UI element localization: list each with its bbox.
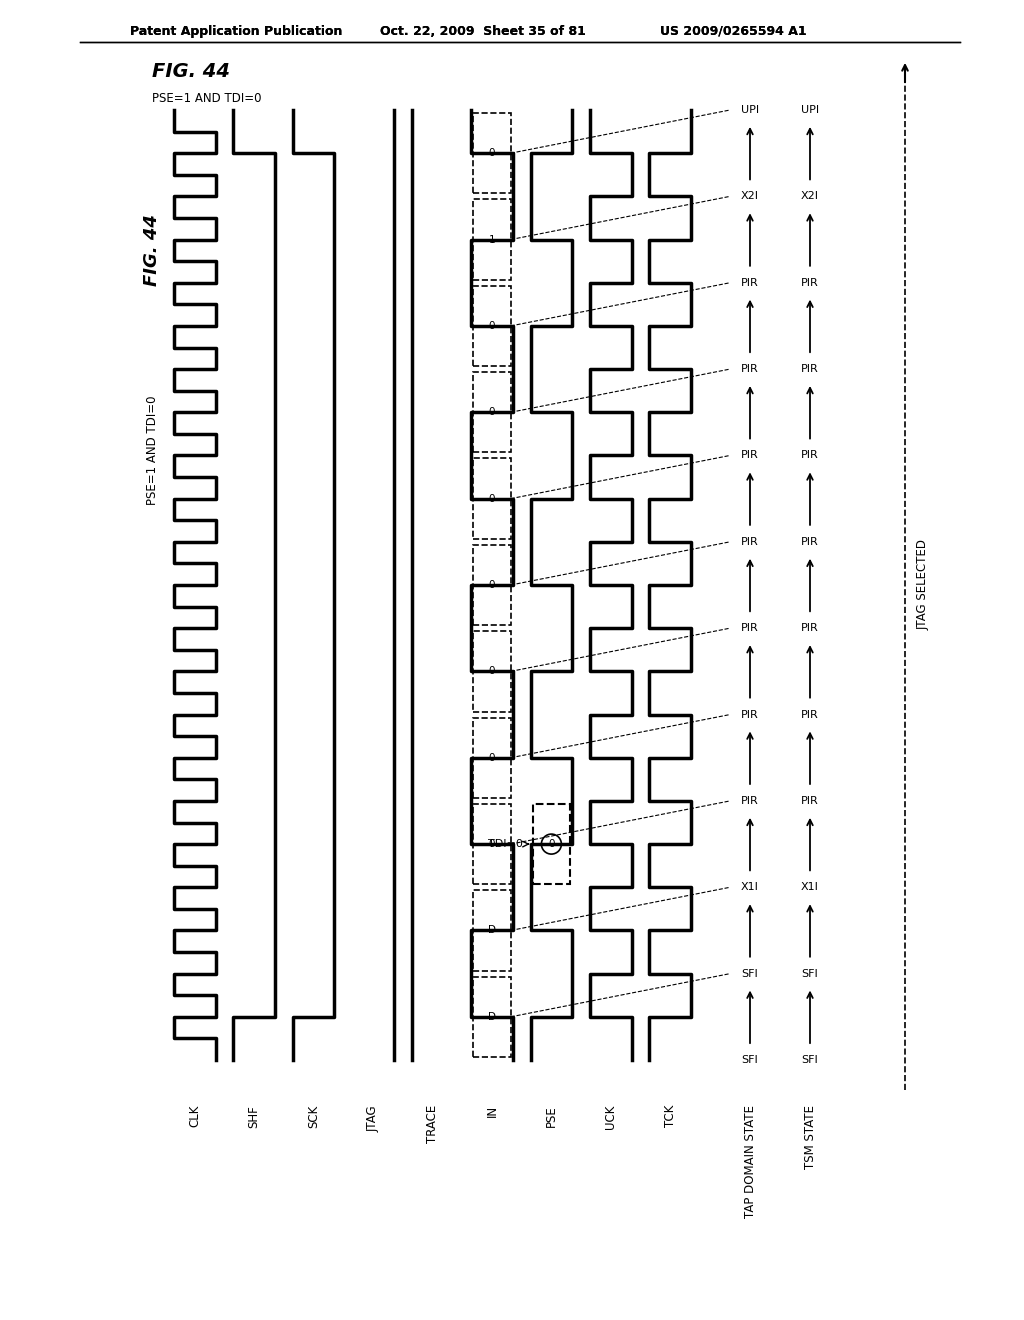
Bar <box>473 545 511 626</box>
Text: 0: 0 <box>488 321 496 331</box>
Text: PIR: PIR <box>801 450 819 461</box>
Text: US 2009/0265594 A1: US 2009/0265594 A1 <box>660 25 807 38</box>
Text: PIR: PIR <box>741 623 759 634</box>
Text: PIR: PIR <box>741 537 759 546</box>
Bar <box>473 977 511 1057</box>
Text: X2I: X2I <box>741 191 759 202</box>
Text: 0: 0 <box>488 579 496 590</box>
Text: X1I: X1I <box>741 882 759 892</box>
Text: 0: 0 <box>488 667 496 676</box>
Bar <box>532 804 570 884</box>
Text: SFI: SFI <box>741 1055 759 1065</box>
Text: X2I: X2I <box>801 191 819 202</box>
Text: 0: 0 <box>488 494 496 504</box>
Bar <box>473 285 511 366</box>
Text: SFI: SFI <box>802 969 818 978</box>
Text: PSE=1 AND TDI=0: PSE=1 AND TDI=0 <box>152 92 261 106</box>
Text: 0: 0 <box>488 408 496 417</box>
Text: PSE: PSE <box>545 1105 558 1127</box>
Bar <box>473 804 511 884</box>
Text: Oct. 22, 2009  Sheet 35 of 81: Oct. 22, 2009 Sheet 35 of 81 <box>380 25 586 38</box>
Bar <box>473 718 511 797</box>
Text: US 2009/0265594 A1: US 2009/0265594 A1 <box>660 25 807 38</box>
Text: SFI: SFI <box>741 969 759 978</box>
Text: UPI: UPI <box>801 106 819 115</box>
Bar <box>473 114 511 193</box>
Text: PSE=1 AND TDI=0: PSE=1 AND TDI=0 <box>145 395 159 504</box>
Text: PIR: PIR <box>741 796 759 807</box>
Text: PIR: PIR <box>801 623 819 634</box>
Text: JTAG: JTAG <box>367 1105 380 1131</box>
Text: TAP DOMAIN STATE: TAP DOMAIN STATE <box>743 1105 757 1218</box>
Text: CLK: CLK <box>188 1105 202 1127</box>
Text: UCK: UCK <box>604 1105 617 1130</box>
Text: UPI: UPI <box>741 106 759 115</box>
Text: Patent Application Publication: Patent Application Publication <box>130 25 342 38</box>
Text: D: D <box>488 1012 496 1022</box>
Text: SFI: SFI <box>802 1055 818 1065</box>
Bar <box>473 458 511 539</box>
Text: 0: 0 <box>488 840 496 849</box>
Text: Patent Application Publication: Patent Application Publication <box>130 25 342 38</box>
Text: PIR: PIR <box>741 710 759 719</box>
Text: JTAG SELECTED: JTAG SELECTED <box>918 540 930 631</box>
Text: 0: 0 <box>548 840 555 849</box>
Text: D: D <box>488 925 496 936</box>
Text: FIG. 44: FIG. 44 <box>143 214 161 286</box>
Bar <box>473 199 511 280</box>
Text: PIR: PIR <box>801 796 819 807</box>
Text: PIR: PIR <box>801 710 819 719</box>
Text: SHF: SHF <box>248 1105 261 1127</box>
Text: PIR: PIR <box>801 364 819 374</box>
Text: PIR: PIR <box>801 277 819 288</box>
Text: PIR: PIR <box>741 364 759 374</box>
Text: IN: IN <box>485 1105 499 1117</box>
Text: PIR: PIR <box>741 277 759 288</box>
Bar <box>473 631 511 711</box>
Text: TSM STATE: TSM STATE <box>804 1105 816 1170</box>
Text: TCK: TCK <box>664 1105 677 1127</box>
Bar <box>473 890 511 970</box>
Text: TRACE: TRACE <box>426 1105 439 1143</box>
Text: TDI=0: TDI=0 <box>487 840 522 849</box>
Text: SCK: SCK <box>307 1105 321 1129</box>
Text: PIR: PIR <box>801 537 819 546</box>
Text: 0: 0 <box>488 752 496 763</box>
Text: Oct. 22, 2009  Sheet 35 of 81: Oct. 22, 2009 Sheet 35 of 81 <box>380 25 586 38</box>
Text: FIG. 44: FIG. 44 <box>152 62 230 81</box>
Text: X1I: X1I <box>801 882 819 892</box>
Text: PIR: PIR <box>741 450 759 461</box>
Text: 1: 1 <box>488 235 496 244</box>
Bar <box>473 372 511 453</box>
Text: 0: 0 <box>488 148 496 158</box>
